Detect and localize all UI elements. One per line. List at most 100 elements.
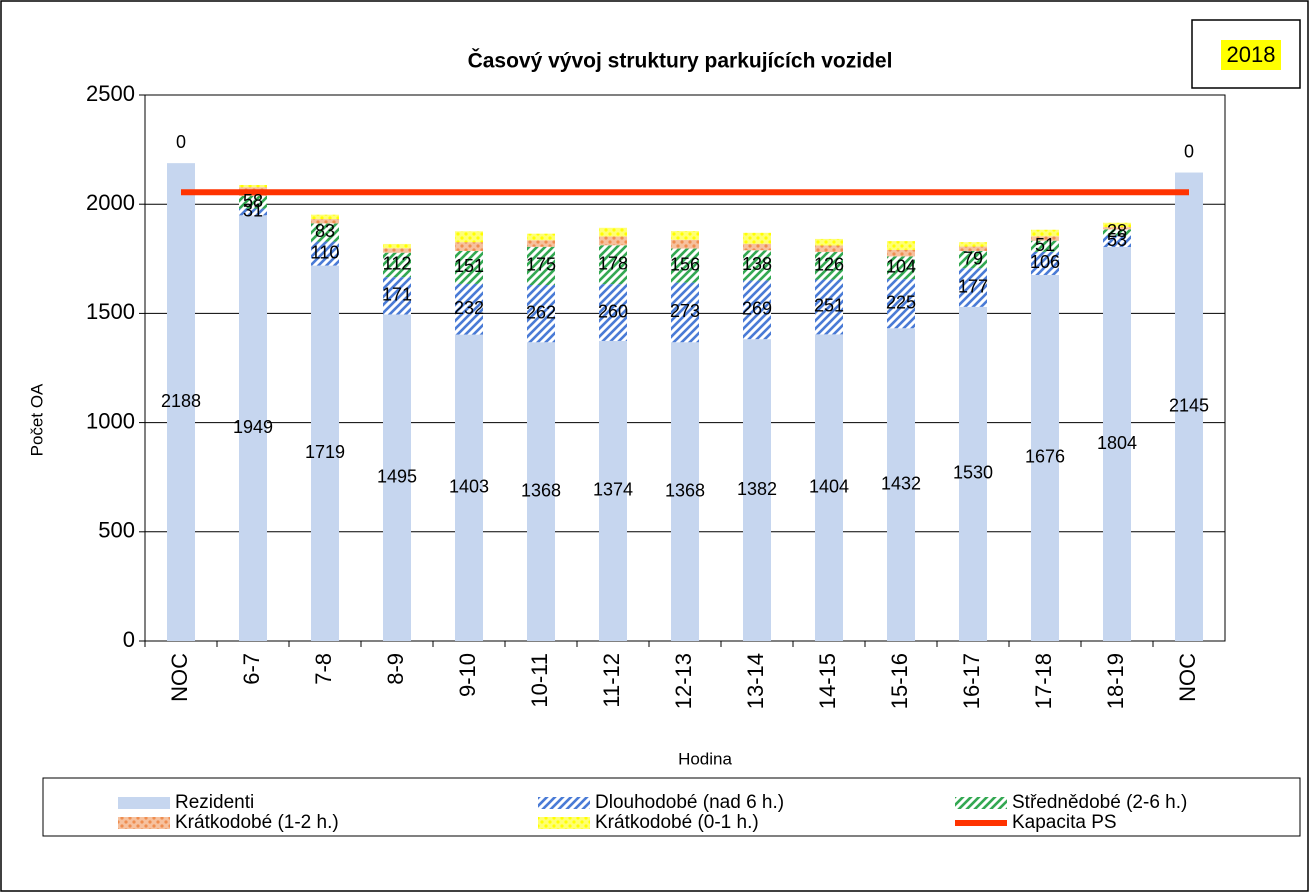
bar-segment: [599, 245, 627, 285]
x-tick-label: 11-12: [599, 653, 624, 708]
bar-segment: [743, 339, 771, 641]
bar-segment: [383, 248, 411, 253]
bar-segment: [311, 241, 339, 266]
legend-label: Krátkodobé (1-2 h.): [175, 812, 339, 833]
badge: 2018: [1227, 42, 1276, 67]
bar-segment: [1103, 222, 1131, 228]
legend-swatch: [118, 797, 170, 809]
data-label: 1949: [233, 417, 273, 437]
x-tick-label: 6-7: [239, 653, 264, 685]
bar-segment: [455, 283, 483, 335]
x-tick-label: 17-18: [1031, 653, 1056, 709]
legend-label: Krátkodobé (0-1 h.): [595, 812, 759, 833]
bar-segment: [1175, 172, 1203, 642]
x-tick-label: 9-10: [455, 653, 480, 697]
data-label: 1368: [521, 480, 561, 500]
bar-segment: [239, 195, 267, 209]
data-label: 1404: [809, 476, 849, 496]
legend-frame: [42, 777, 1301, 837]
data-label: 262: [526, 302, 556, 322]
bar-segment: [887, 241, 915, 250]
data-label: 1432: [881, 473, 921, 493]
bar-segment: [1031, 274, 1059, 641]
bar-segment: [887, 279, 915, 329]
bar-segment: [1103, 247, 1131, 641]
data-label: 2145: [1169, 396, 1209, 416]
data-label: 112: [383, 254, 412, 274]
bar-segment: [815, 238, 843, 246]
bar-segment: [599, 284, 627, 341]
bar-segment: [527, 233, 555, 241]
x-tick-label: 14-15: [815, 653, 840, 709]
data-label: 225: [886, 292, 916, 312]
bar-segment: [311, 219, 339, 224]
bar-segment: [167, 163, 195, 641]
bar-segment: [239, 215, 267, 642]
bar-segment: [959, 242, 987, 247]
x-tick-label: 10-11: [527, 653, 552, 708]
bar-segment: [527, 285, 555, 343]
bar-segment: [383, 243, 411, 249]
bar-segment: [743, 250, 771, 281]
bar-segment: [815, 245, 843, 253]
y-tick-label: 2000: [86, 190, 135, 215]
bar-segment: [887, 249, 915, 257]
data-label: 106: [1030, 252, 1060, 272]
bar-segment: [599, 236, 627, 246]
bar-segment: [383, 252, 411, 278]
bar-segment: [1103, 229, 1131, 236]
bar-segment: [671, 342, 699, 641]
bar-segment: [959, 250, 987, 269]
y-tick-label: 0: [123, 627, 135, 652]
data-label: 251: [814, 296, 844, 316]
bar-segment: [527, 246, 555, 286]
bar-segment: [743, 243, 771, 251]
data-label: 232: [454, 298, 484, 318]
bar-segment: [455, 242, 483, 251]
data-label: 104: [886, 257, 916, 277]
bar-segment: [1103, 235, 1131, 248]
bar-segment: [743, 232, 771, 244]
bar-segment: [887, 328, 915, 641]
bar-segment: [671, 282, 699, 343]
x-tick-label: 18-19: [1103, 653, 1128, 709]
x-tick-label: NOC: [1175, 653, 1200, 702]
badge-fill: [1221, 40, 1281, 70]
legend-swatch: [538, 817, 590, 829]
bar-segment: [455, 250, 483, 284]
data-label: 1368: [665, 480, 705, 500]
bar-segment: [1031, 251, 1059, 275]
data-label: 1804: [1097, 433, 1137, 453]
bar-segment: [887, 256, 915, 280]
data-label: 269: [742, 299, 772, 319]
y-tick-label: 1500: [86, 299, 135, 324]
legend-swatch: [118, 817, 170, 829]
y-tick-label: 500: [98, 518, 135, 543]
data-label: 51: [1035, 235, 1055, 255]
data-label: 1382: [737, 479, 777, 499]
data-label: 156: [670, 254, 700, 274]
chart-title: Časový vývoj struktury parkujících vozid…: [468, 49, 893, 73]
data-label: 273: [670, 301, 700, 321]
data-label: 28: [1107, 221, 1127, 241]
data-label: 1403: [449, 477, 489, 497]
data-label: 1374: [593, 480, 633, 500]
bar-segment: [527, 240, 555, 247]
bar-segment: [1031, 240, 1059, 252]
data-label: 2188: [161, 391, 201, 411]
data-label: 175: [526, 255, 556, 275]
bar-segment: [671, 248, 699, 283]
bar-segment: [1103, 227, 1131, 230]
bar-segment: [815, 334, 843, 641]
bar-segment: [959, 268, 987, 307]
bar-segment: [527, 342, 555, 641]
bar-segment: [383, 314, 411, 641]
data-label: 0: [1184, 141, 1194, 161]
data-label: 58: [243, 191, 263, 211]
bar-segment: [311, 265, 339, 641]
x-tick-label: 7-8: [311, 653, 336, 685]
data-label: 260: [598, 301, 628, 321]
data-label: 0: [176, 132, 186, 152]
bar-segment: [383, 277, 411, 315]
